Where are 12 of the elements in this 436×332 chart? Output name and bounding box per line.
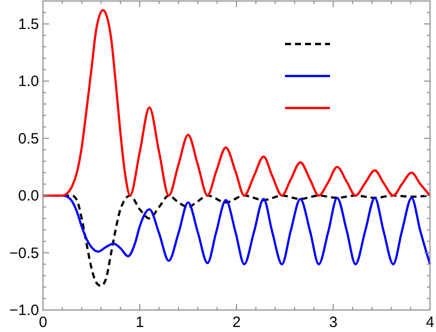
y-tick-label: 1.5 (18, 16, 39, 33)
x-tick-label: 0 (38, 314, 48, 331)
y-tick-label: −0.5 (9, 244, 39, 262)
x-tick-label: 1 (136, 314, 144, 331)
x-tick-label: 2 (232, 314, 241, 331)
x-tick-label: 4 (426, 314, 434, 331)
x-tick-label: 3 (329, 314, 338, 331)
y-tick-label: −1.0 (9, 302, 39, 319)
y-tick-label: 0.0 (18, 188, 39, 205)
line-series (42, 9, 432, 197)
y-tick-label: 0.5 (18, 130, 39, 148)
y-tick-label: 1.0 (18, 73, 39, 90)
